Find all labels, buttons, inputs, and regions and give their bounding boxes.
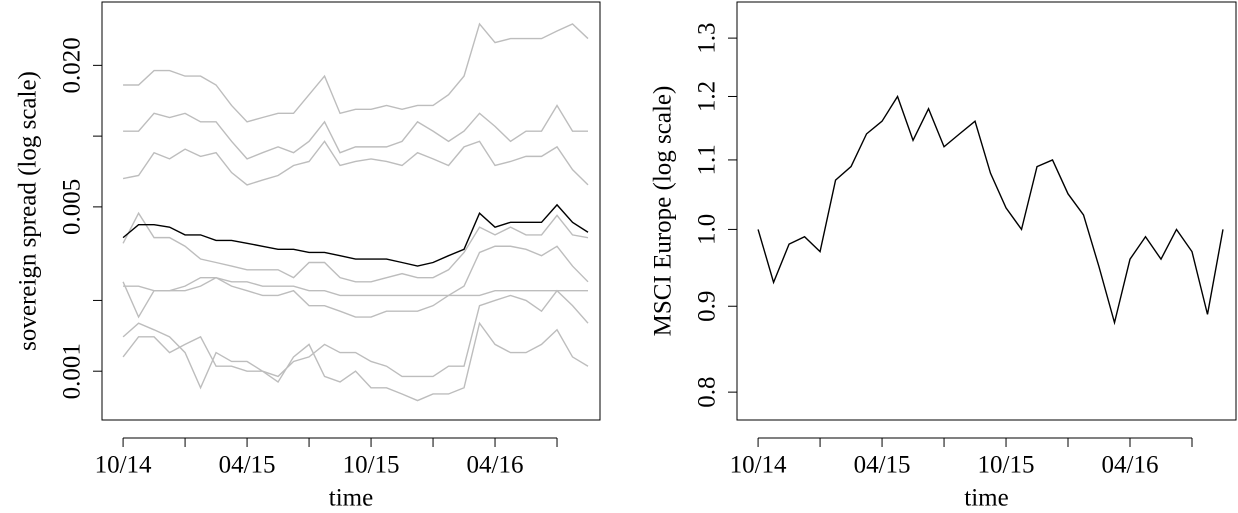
y-tick-label: 0.020 [59,37,86,93]
y-tick-label: 1.2 [694,81,721,112]
x-tick-label: 10/15 [343,452,400,479]
y-tick-label: 0.001 [59,343,86,399]
series-line [122,140,589,186]
x-tick-label: 10/15 [978,452,1035,479]
x-tick-label: 10/14 [95,452,152,479]
series-line [122,245,589,319]
y-tick-label: 0.8 [694,377,721,408]
series-line [122,203,589,267]
x-tick-label: 10/14 [730,452,787,479]
x-tick-label: 04/15 [854,452,911,479]
y-axis-label: sovereign spread (log scale) [15,71,42,351]
plot-frame [736,1,1237,421]
series-line [122,321,589,402]
series-line [122,211,589,283]
y-tick-label: 1.1 [694,144,721,175]
y-tick-label: 0.9 [694,291,721,322]
series-line [123,104,589,160]
x-tick-label: 04/16 [1102,452,1159,479]
series-line [123,22,589,123]
x-tick-label: 04/16 [467,452,524,479]
y-tick-label: 0.005 [59,179,86,235]
series-line [757,94,1224,326]
x-axis-label: time [964,485,1008,512]
x-axis-label: time [329,485,373,512]
plot-frame [101,1,601,421]
x-tick-label: 04/15 [219,452,276,479]
y-tick-label: 1.3 [694,22,721,53]
series-line [123,276,589,297]
y-tick-label: 1.0 [694,214,721,245]
series-line [122,289,589,390]
y-axis-label: MSCI Europe (log scale) [650,86,677,337]
